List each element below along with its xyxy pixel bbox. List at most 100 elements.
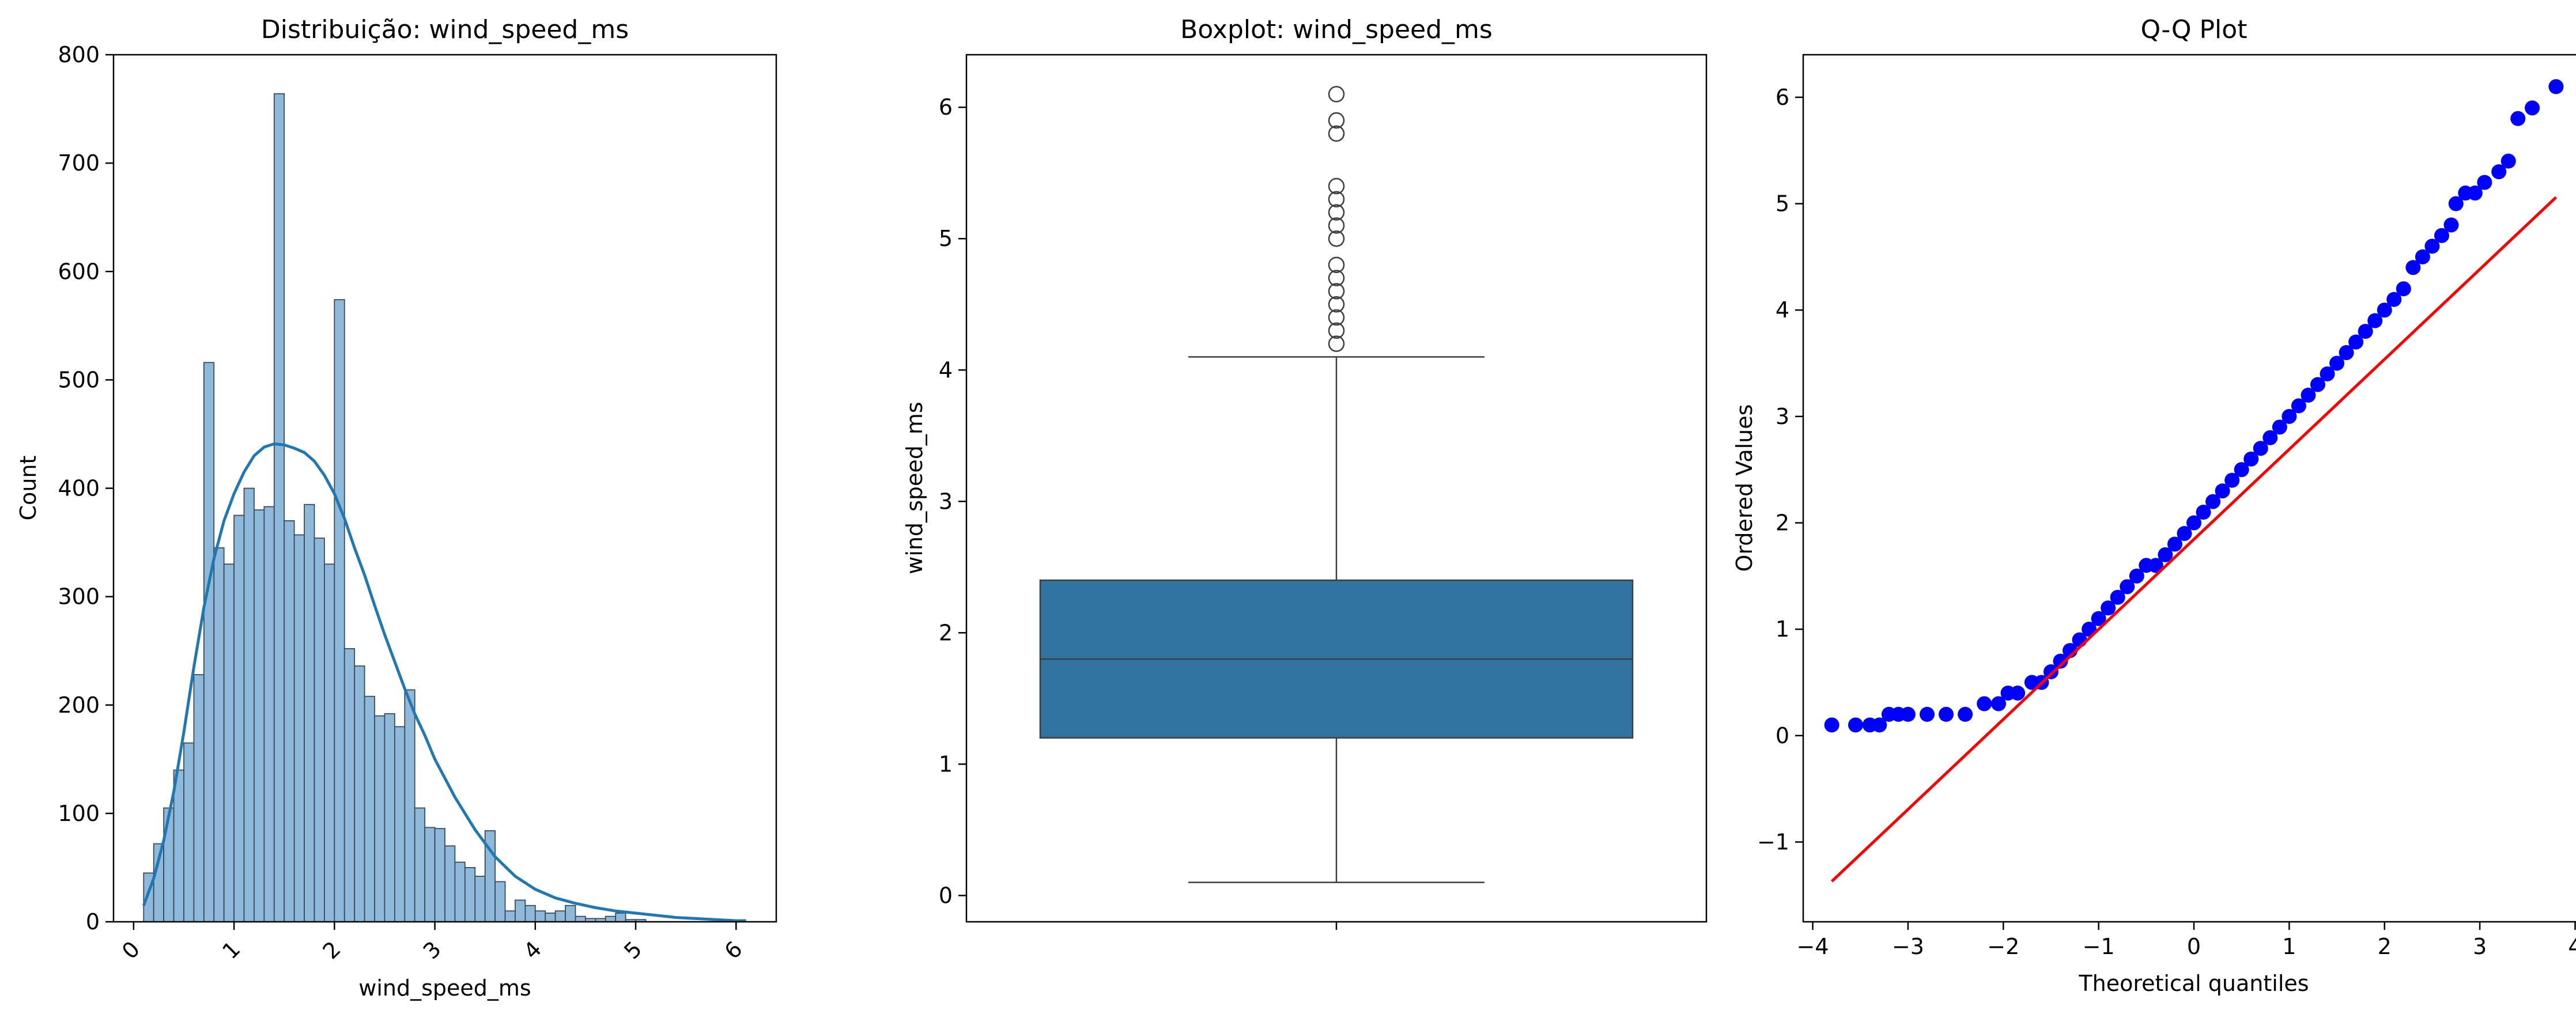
- outlier-point: [1328, 309, 1345, 326]
- qq-point: [1919, 706, 1935, 722]
- qq-point: [2491, 164, 2507, 180]
- qq-point: [2548, 79, 2564, 94]
- histogram-bar: [193, 674, 205, 922]
- histogram-bar: [534, 910, 546, 922]
- qq-point: [2477, 175, 2492, 190]
- qq-point: [2301, 387, 2316, 403]
- y-tick-label: 300: [58, 584, 100, 610]
- y-tick-label: 1: [1776, 616, 1789, 642]
- histogram-bar: [254, 509, 265, 922]
- qq-point: [2443, 217, 2459, 233]
- qq-point: [2320, 366, 2335, 381]
- y-tick-label: 200: [58, 692, 100, 718]
- x-tick-label: −4: [1797, 934, 1829, 959]
- boxplot-panel: Boxplot: wind_speed_ms 0 1 2 3 4 5 6 wind_spee…: [902, 15, 1708, 930]
- qq-point: [2053, 653, 2068, 669]
- qq-point: [2282, 408, 2297, 424]
- outlier-point: [1328, 217, 1345, 234]
- outlier-point: [1328, 256, 1345, 274]
- histogram-bar: [203, 362, 215, 922]
- histogram-bar: [524, 905, 536, 922]
- histogram-bar: [233, 514, 245, 922]
- qq-point: [2129, 568, 2144, 584]
- x-tick-label: −1: [2083, 934, 2115, 959]
- qq-point: [2348, 334, 2364, 350]
- histogram-bar: [313, 538, 325, 922]
- histogram-bar: [284, 520, 295, 922]
- qq-title: Q-Q Plot: [2141, 15, 2248, 44]
- y-tick-label: 3: [1776, 404, 1789, 429]
- x-tick-label: −3: [1892, 934, 1924, 959]
- y-tick-label: 6: [1776, 85, 1789, 110]
- x-tick-label: 4: [2568, 934, 2576, 959]
- qq-panel: Q-Q Plot −4 −3 −2 −1 0 1 2 3 4 −1 0 1 2 3 4 5 6 Theoret…: [1732, 15, 2576, 996]
- qq-point: [1872, 717, 1887, 733]
- qq-point: [2424, 239, 2440, 254]
- histogram-bar: [374, 715, 386, 922]
- qq-point: [2448, 196, 2464, 211]
- x-tick-label: −2: [1987, 934, 2019, 959]
- histogram-bar: [223, 563, 235, 922]
- histogram-bar: [474, 876, 486, 922]
- histogram-bar: [354, 665, 365, 922]
- qq-point: [2510, 111, 2526, 126]
- qq-point: [2243, 451, 2259, 467]
- histogram-bar: [334, 299, 345, 922]
- qq-point: [2377, 302, 2392, 318]
- qq-point: [2091, 611, 2106, 626]
- qq-point: [1958, 706, 1973, 722]
- outlier-point: [1328, 283, 1345, 300]
- x-tick-label: 3: [2473, 934, 2487, 959]
- histogram-bar: [414, 807, 426, 922]
- x-tick-label: 0: [2187, 934, 2201, 959]
- histogram-bar: [324, 563, 335, 922]
- boxplot-outliers: [1328, 86, 1345, 352]
- y-tick-label: 5: [1776, 191, 1789, 217]
- qq-point: [2177, 525, 2192, 541]
- histogram-bar: [515, 899, 526, 922]
- histogram-bar: [304, 504, 315, 922]
- y-tick-label: 0: [86, 909, 100, 934]
- qq-point: [2234, 462, 2249, 478]
- histogram-bar: [444, 845, 456, 922]
- y-tick-label: 5: [939, 226, 953, 251]
- y-tick-label: 800: [58, 42, 100, 67]
- qq-point: [1977, 696, 1992, 712]
- histogram-bar: [183, 742, 195, 922]
- y-tick-label: 1: [939, 751, 953, 777]
- histogram-bar: [394, 726, 406, 922]
- qq-point: [2043, 664, 2058, 680]
- histogram-bar: [504, 910, 516, 922]
- qq-point: [2291, 398, 2306, 414]
- qq-point: [2329, 355, 2345, 371]
- outlier-point: [1328, 191, 1345, 208]
- qq-point: [1900, 706, 1916, 722]
- qq-point: [2339, 345, 2354, 361]
- boxplot-plot-frame: [965, 54, 1708, 923]
- qq-point: [1939, 706, 1954, 722]
- y-tick-label: 100: [58, 801, 100, 826]
- qq-point: [2501, 153, 2516, 169]
- histogram-bar: [364, 695, 375, 922]
- y-tick-label: 3: [939, 489, 953, 514]
- qq-x-ticks: −4 −3 −2 −1 0 1 2 3 4: [1797, 922, 2576, 959]
- boxplot-y-ticks: 0 1 2 3 4 5 6: [939, 94, 966, 908]
- histogram-bar: [293, 534, 305, 922]
- histogram-bar: [454, 861, 466, 922]
- qq-point: [2263, 430, 2278, 445]
- histogram-bar: [554, 910, 566, 922]
- qq-point: [2272, 419, 2287, 435]
- histogram-bar: [384, 713, 395, 922]
- qq-point: [2010, 685, 2026, 701]
- qq-point: [2158, 547, 2173, 562]
- y-tick-label: 600: [58, 259, 100, 284]
- outlier-point: [1328, 204, 1345, 221]
- qq-point: [2525, 100, 2540, 116]
- qq-point: [2358, 324, 2373, 339]
- histogram-bar: [424, 827, 436, 922]
- histogram-bar: [615, 913, 626, 922]
- y-tick-label: 6: [939, 94, 953, 120]
- y-tick-label: 700: [58, 150, 100, 176]
- histogram-x-label: wind_speed_ms: [358, 975, 531, 1001]
- histogram-bar: [545, 913, 556, 922]
